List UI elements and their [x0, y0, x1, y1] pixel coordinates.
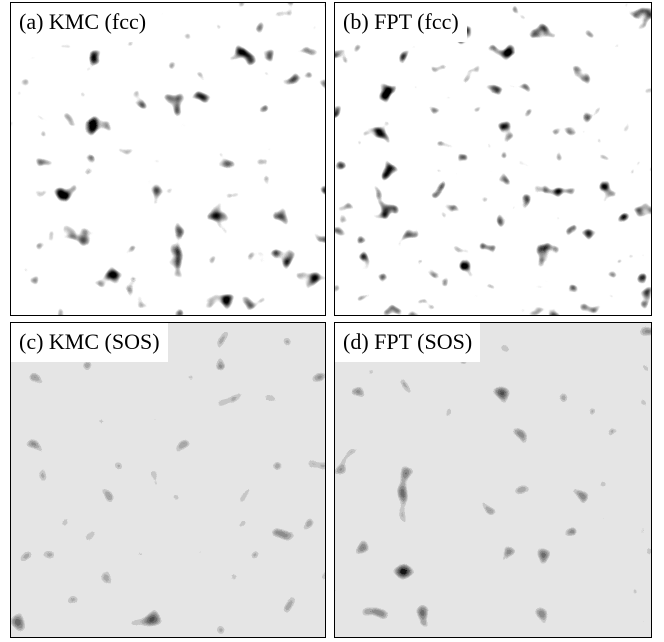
panel-label: (a) KMC (fcc) — [11, 3, 155, 42]
panel-label: (d) FPT (SOS) — [335, 323, 481, 362]
panel-image — [10, 322, 326, 638]
panel-image — [10, 2, 326, 316]
panel-image — [334, 2, 652, 316]
panel-image — [334, 322, 652, 638]
panel-label: (c) KMC (SOS) — [11, 323, 168, 362]
panel-label: (b) FPT (fcc) — [335, 3, 467, 42]
